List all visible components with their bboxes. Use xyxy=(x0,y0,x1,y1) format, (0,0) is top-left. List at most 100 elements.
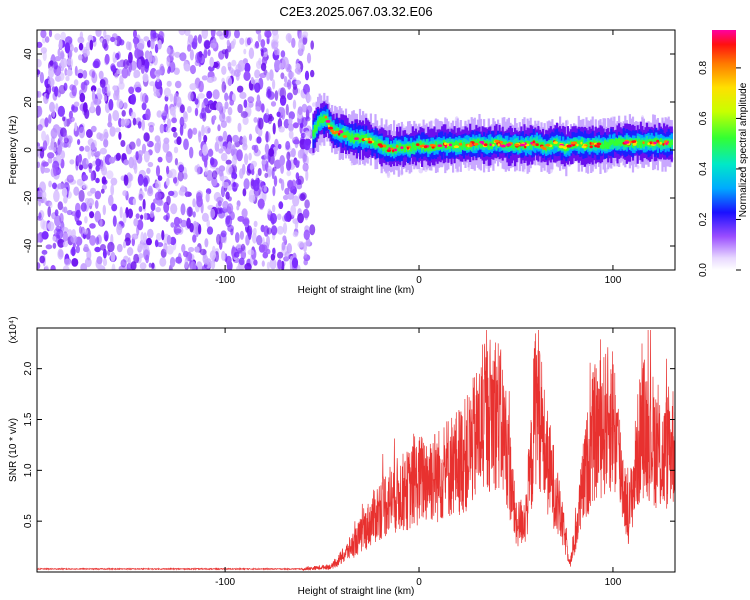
noise-blob xyxy=(122,190,128,197)
noise-blob xyxy=(116,99,124,109)
ridge-segment xyxy=(490,142,493,149)
noise-blob xyxy=(54,33,61,41)
noise-blob xyxy=(143,232,148,244)
noise-blob xyxy=(258,117,264,130)
noise-blob xyxy=(203,39,211,49)
noise-blob xyxy=(137,174,144,186)
noise-blob xyxy=(127,208,133,219)
ridge-segment xyxy=(614,138,618,146)
noise-blob xyxy=(58,39,63,50)
x-tick-label: 0 xyxy=(416,275,422,286)
noise-blob xyxy=(122,240,127,249)
colorbar-tick-label: 0.0 xyxy=(698,263,709,277)
noise-blob xyxy=(66,69,73,77)
noise-blob xyxy=(169,49,175,58)
ridge-peak xyxy=(392,149,395,153)
noise-blob xyxy=(227,77,233,87)
noise-blob xyxy=(246,168,251,176)
noise-blob xyxy=(235,232,240,243)
noise-blob xyxy=(143,150,150,163)
noise-blob xyxy=(174,80,182,89)
noise-blob xyxy=(102,204,107,216)
noise-blob xyxy=(135,86,142,93)
ridge-segment xyxy=(608,139,611,147)
noise-blob xyxy=(211,170,218,180)
noise-blob xyxy=(56,229,64,240)
noise-blob xyxy=(161,230,165,241)
noise-blob xyxy=(467,166,471,171)
noise-blob xyxy=(82,184,88,191)
noise-blob xyxy=(111,203,118,212)
noise-blob xyxy=(282,222,288,235)
noise-blob xyxy=(148,124,154,133)
ridge-segment xyxy=(644,140,647,146)
noise-blob xyxy=(306,105,313,114)
noise-blob xyxy=(71,229,76,238)
noise-blob xyxy=(222,181,229,189)
noise-blob xyxy=(95,30,102,37)
ridge-peak xyxy=(325,120,331,123)
noise-blob xyxy=(286,151,291,161)
noise-blob xyxy=(139,262,147,270)
noise-blob xyxy=(249,163,254,171)
noise-blob xyxy=(55,103,59,112)
noise-blob xyxy=(239,37,245,45)
noise-blob xyxy=(211,76,217,82)
ridge-peak xyxy=(665,142,668,146)
ridge-segment xyxy=(365,133,368,141)
signal-ridge xyxy=(312,92,673,177)
noise-blob xyxy=(206,226,214,235)
noise-blob xyxy=(285,33,292,42)
noise-blob xyxy=(203,157,208,168)
noise-blob xyxy=(293,159,301,165)
ridge-segment xyxy=(618,137,621,145)
noise-blob xyxy=(418,168,424,174)
noise-blob xyxy=(288,123,294,132)
ridge-segment xyxy=(374,140,377,148)
ridge-segment xyxy=(376,142,379,148)
noise-blob xyxy=(201,212,209,222)
ridge-peak xyxy=(497,143,500,147)
noise-blob xyxy=(292,122,299,129)
colorbar-label: Normalized spectral amplitude xyxy=(738,82,749,217)
noise-blob xyxy=(144,61,149,73)
noise-blob xyxy=(225,116,231,123)
noise-blob xyxy=(50,127,58,139)
noise-blob xyxy=(169,256,176,268)
y-tick-label: 20 xyxy=(23,96,34,108)
noise-blob xyxy=(86,129,93,138)
noise-blob xyxy=(298,32,303,43)
noise-blob xyxy=(173,176,178,184)
noise-blob xyxy=(207,49,211,57)
noise-blob xyxy=(220,145,227,152)
noise-blob xyxy=(99,218,103,227)
noise-blob xyxy=(155,69,163,75)
noise-blob xyxy=(152,32,159,39)
noise-blob xyxy=(253,259,258,266)
noise-blob xyxy=(48,114,52,124)
noise-blob xyxy=(261,260,265,267)
noise-blob xyxy=(109,126,116,137)
y-tick-label: 0 xyxy=(23,147,34,153)
noise-blob xyxy=(218,135,224,142)
noise-blob xyxy=(157,39,162,50)
noise-blob xyxy=(265,130,269,143)
ridge-segment xyxy=(348,132,351,140)
noise-blob xyxy=(110,184,115,196)
noise-blob xyxy=(63,206,68,214)
ridge-peak xyxy=(664,140,668,144)
noise-blob xyxy=(286,92,293,101)
noise-blob xyxy=(147,185,153,194)
noise-blob xyxy=(272,204,276,213)
noise-blob xyxy=(192,211,196,218)
noise-blob xyxy=(94,190,102,200)
noise-blob xyxy=(204,238,209,248)
noise-blob xyxy=(100,188,105,194)
noise-blob xyxy=(130,111,136,120)
noise-blob xyxy=(121,110,126,117)
noise-blob xyxy=(233,251,240,258)
noise-blob xyxy=(180,185,186,197)
noise-blob xyxy=(165,151,173,163)
noise-blob xyxy=(166,234,172,245)
ridge-peak xyxy=(532,140,536,144)
